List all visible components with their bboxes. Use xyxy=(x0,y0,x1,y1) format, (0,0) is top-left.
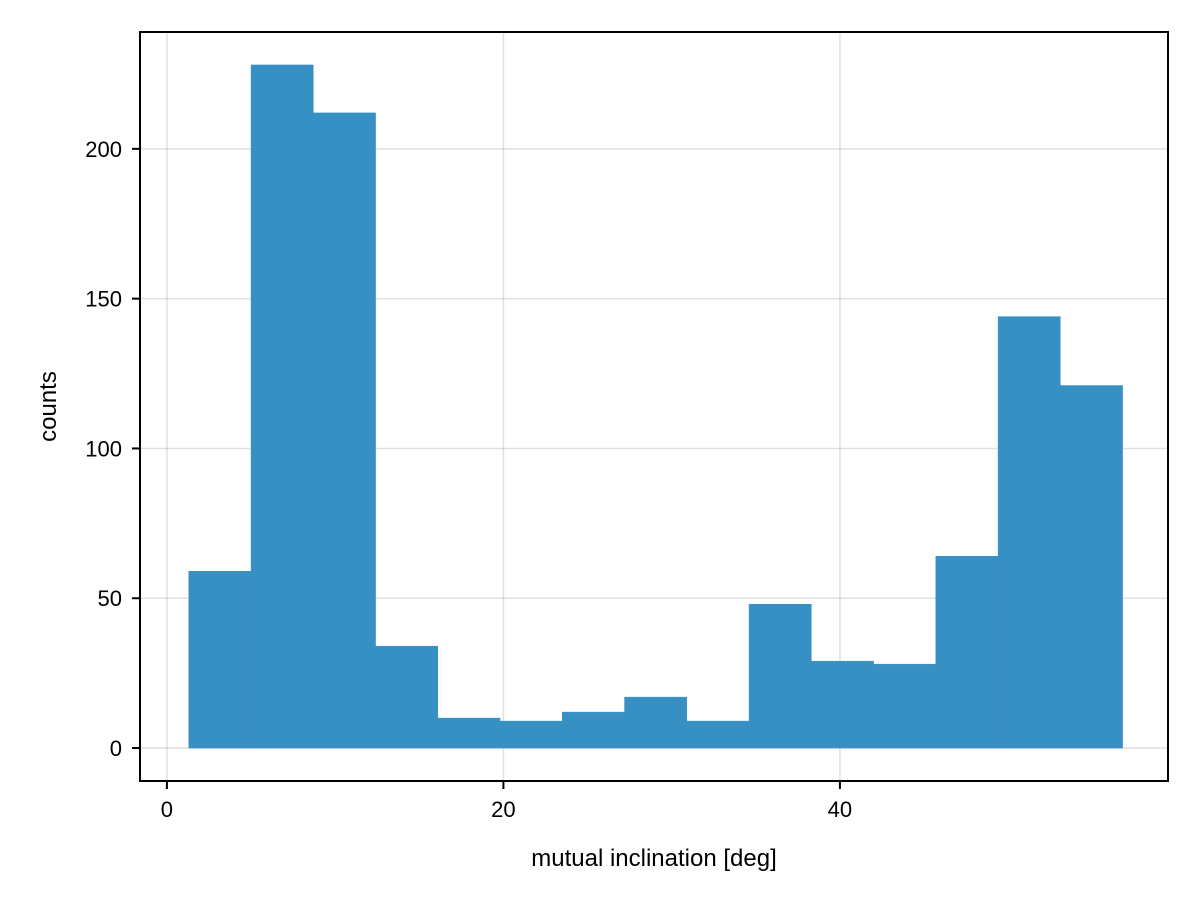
histogram-bar xyxy=(313,112,376,749)
axis-ticks: 0 20 40 0 50 100 150 200 xyxy=(85,137,852,822)
histogram-bar xyxy=(811,660,874,749)
histogram-bar xyxy=(1060,385,1123,749)
x-tick-label: 0 xyxy=(161,797,173,822)
x-tick-label: 40 xyxy=(828,797,852,822)
y-tick-label: 100 xyxy=(85,436,122,461)
x-tick-label: 20 xyxy=(491,797,515,822)
histogram-bar xyxy=(562,711,625,749)
histogram-bar xyxy=(250,64,314,749)
histogram-bars xyxy=(188,64,1123,749)
histogram-bar xyxy=(997,316,1061,749)
histogram-bar xyxy=(375,645,439,749)
y-tick-label: 150 xyxy=(85,287,122,312)
x-axis-label: mutual inclination [deg] xyxy=(531,845,776,872)
histogram-bar xyxy=(437,717,501,749)
y-tick-label: 50 xyxy=(98,586,122,611)
histogram-bar xyxy=(873,663,937,749)
plot-frame xyxy=(139,31,1169,782)
y-tick-label: 200 xyxy=(85,137,122,162)
histogram-bar xyxy=(188,571,252,749)
histogram-bar xyxy=(748,603,812,749)
y-tick-label: 0 xyxy=(110,736,122,761)
histogram-bar xyxy=(935,556,999,749)
histogram-bar xyxy=(624,696,688,749)
histogram-bar xyxy=(686,720,750,749)
histogram-bar xyxy=(499,720,563,749)
y-axis-label: counts xyxy=(35,371,62,442)
